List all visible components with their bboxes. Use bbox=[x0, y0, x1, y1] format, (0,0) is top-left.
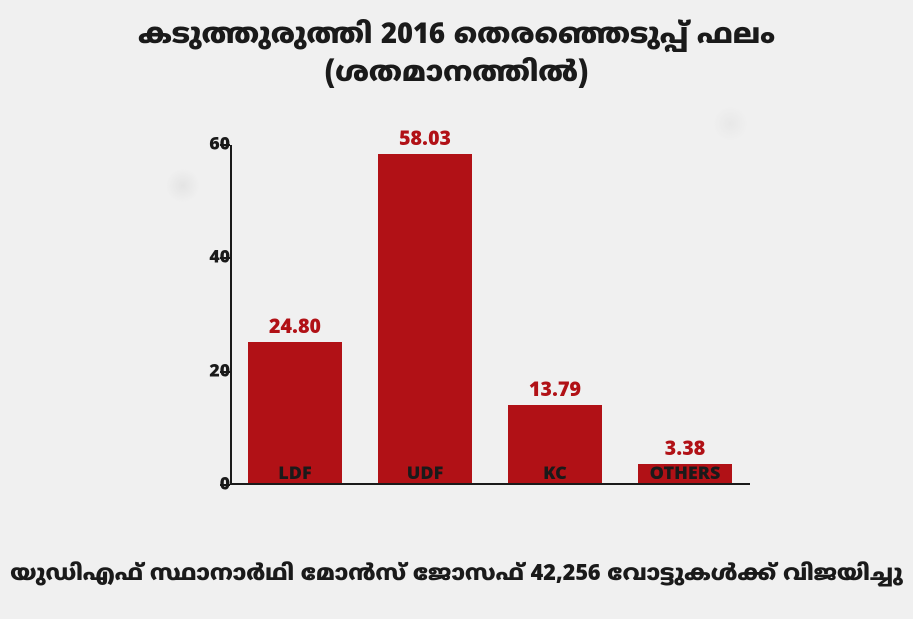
x-tick-label: UDF bbox=[407, 463, 444, 486]
bar-value-label: 24.80 bbox=[269, 316, 321, 341]
y-tick-label: 60 bbox=[170, 134, 230, 157]
chart-area: 24.80 58.03 13.79 3.38 0 20 40 60 LDF UDF KC OTHER… bbox=[170, 115, 760, 515]
title-line2: (ശതമാനത്തിൽ) bbox=[0, 56, 913, 94]
bar: 24.80 bbox=[248, 342, 342, 483]
x-tick-label: OTHERS bbox=[650, 463, 721, 486]
y-axis bbox=[230, 145, 232, 485]
y-tick-label: 40 bbox=[170, 247, 230, 270]
x-tick-label: LDF bbox=[278, 463, 311, 486]
footer-text: യുഡിഎഫ് സ്ഥാനാർഥി മോൻസ് ജോസഫ് 42,256 വോട… bbox=[0, 562, 913, 589]
plot-region: 24.80 58.03 13.79 3.38 bbox=[230, 145, 750, 485]
bar-value-label: 3.38 bbox=[665, 438, 706, 463]
bar-value-label: 58.03 bbox=[399, 128, 451, 153]
chart-title: കടുത്തുരുത്തി 2016 തെരഞ്ഞെടുപ്പ് ഫലം (ശത… bbox=[0, 0, 913, 94]
y-tick-label: 20 bbox=[170, 360, 230, 383]
title-line1: കടുത്തുരുത്തി 2016 തെരഞ്ഞെടുപ്പ് ഫലം bbox=[0, 18, 913, 56]
y-tick-label: 0 bbox=[170, 474, 230, 497]
bar-value-label: 13.79 bbox=[529, 379, 581, 404]
x-tick-label: KC bbox=[543, 463, 567, 486]
bar: 58.03 bbox=[378, 154, 472, 483]
